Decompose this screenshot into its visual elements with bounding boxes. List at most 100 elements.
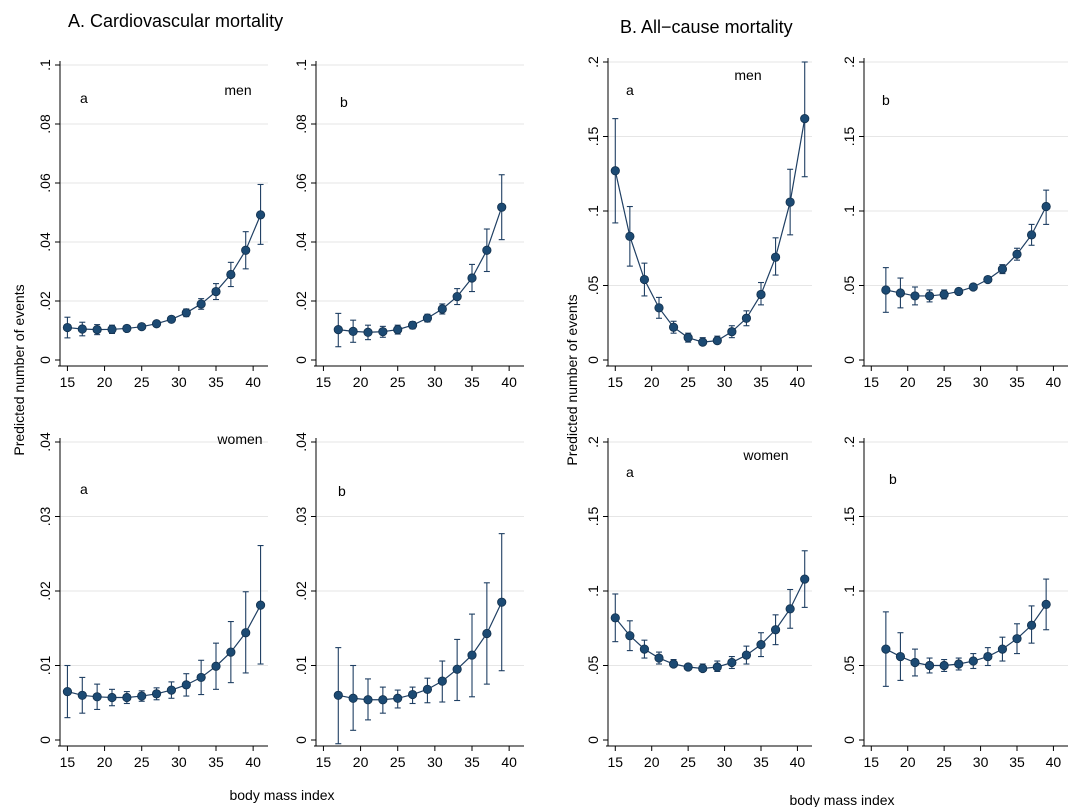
data-point [895,288,906,298]
data-point [255,210,266,220]
x-tick-label: 30 [973,754,989,770]
data-point [1012,249,1022,259]
data-point [683,662,693,672]
y-tick-label: 0 [37,356,53,364]
y-tick-label: .05 [585,276,601,296]
data-point [881,644,891,654]
y-tick-label: 0 [293,736,309,744]
y-tick-label: 0 [37,736,53,744]
panel-letter: a [80,90,88,106]
y-tick-label: .2 [585,56,601,68]
x-tick-label: 40 [245,374,261,390]
y-tick-label: .04 [293,432,309,452]
y-tick-label: .01 [293,656,309,676]
data-point [482,245,492,255]
panel-letter: b [882,92,890,108]
x-tick-label: 20 [644,754,660,770]
data-point [211,286,221,297]
data-point [107,692,117,703]
x-tick-label: 15 [863,374,879,390]
panel-4: 0 .01 .02 .03 .04 15 20 25 30 35 40 b [293,432,524,770]
data-point [226,269,236,280]
data-point [181,680,191,690]
y-tick-label: .08 [293,114,309,134]
data-point [727,327,737,337]
data-point [881,285,891,295]
panel-sex-label: men [734,67,761,83]
data-point [166,685,177,695]
data-point [333,690,343,700]
data-point [348,693,358,703]
data-point [1026,620,1037,630]
data-point [924,660,935,671]
x-tick-label: 35 [753,374,769,390]
panel-letter: a [626,464,634,480]
x-tick-label: 35 [753,754,769,770]
data-point [393,325,403,335]
y-tick-label: .1 [37,59,53,71]
series-line [338,601,503,701]
data-point [968,656,978,666]
data-point [939,289,949,300]
y-tick-label: .15 [841,507,857,527]
panel-letter: b [340,94,348,110]
data-point [1012,634,1022,644]
y-tick-label: .15 [585,507,601,527]
y-tick-label: .02 [37,291,53,311]
series-line [614,118,806,343]
x-tick-label: 40 [1046,754,1062,770]
data-point [363,695,373,705]
data-point [378,695,388,705]
data-point [800,114,810,124]
data-point [62,686,73,697]
data-point [92,692,102,702]
data-point [654,653,664,663]
data-point [1041,599,1051,610]
data-point [333,325,343,335]
data-point [910,657,920,668]
x-tick-label: 15 [60,374,76,390]
data-point [196,672,206,683]
x-tick-label: 35 [1009,374,1025,390]
data-point [181,308,191,318]
y-tick-label: 0 [585,356,601,364]
y-tick-label: .02 [293,291,309,311]
data-point [625,631,635,641]
data-point [452,664,462,674]
data-point [497,597,507,607]
data-point [92,325,102,335]
data-point [698,663,708,674]
y-tick-label: .03 [293,507,309,527]
data-point [107,324,117,334]
y-tick-label: .05 [841,276,857,296]
panel-1: 0 .02 .04 .06 .08 .1 15 20 25 30 35 40 men a [37,59,268,390]
x-tick-label: 30 [171,754,187,770]
x-tick-label: 20 [97,374,113,390]
y-tick-label: .1 [841,205,857,217]
data-point [422,313,433,323]
data-point [422,684,433,694]
x-tick-label: 25 [936,374,952,390]
x-tick-label: 20 [900,374,916,390]
y-tick-label: .03 [37,507,53,527]
x-tick-label: 20 [900,754,916,770]
y-tick-label: .02 [293,581,309,601]
panel-letter: b [338,483,346,499]
data-point [467,273,477,283]
panel-2: 0 .02 .04 .06 .08 .1 15 20 25 30 35 40 b [293,59,524,390]
data-point [226,647,236,657]
data-point [166,314,177,324]
data-point [698,337,708,347]
data-point [348,326,358,336]
y-tick-label: .2 [841,56,857,68]
panel-6: 0 .05 .1 .15 .2 15 20 25 30 35 40 b [841,56,1068,390]
x-tick-label: 15 [316,374,332,390]
data-point [610,613,620,623]
data-point [137,691,147,701]
x-tick-label: 35 [464,374,480,390]
data-point [997,644,1008,654]
x-tick-label: 20 [644,374,660,390]
data-point [437,676,447,686]
y-tick-label: 0 [585,736,601,744]
